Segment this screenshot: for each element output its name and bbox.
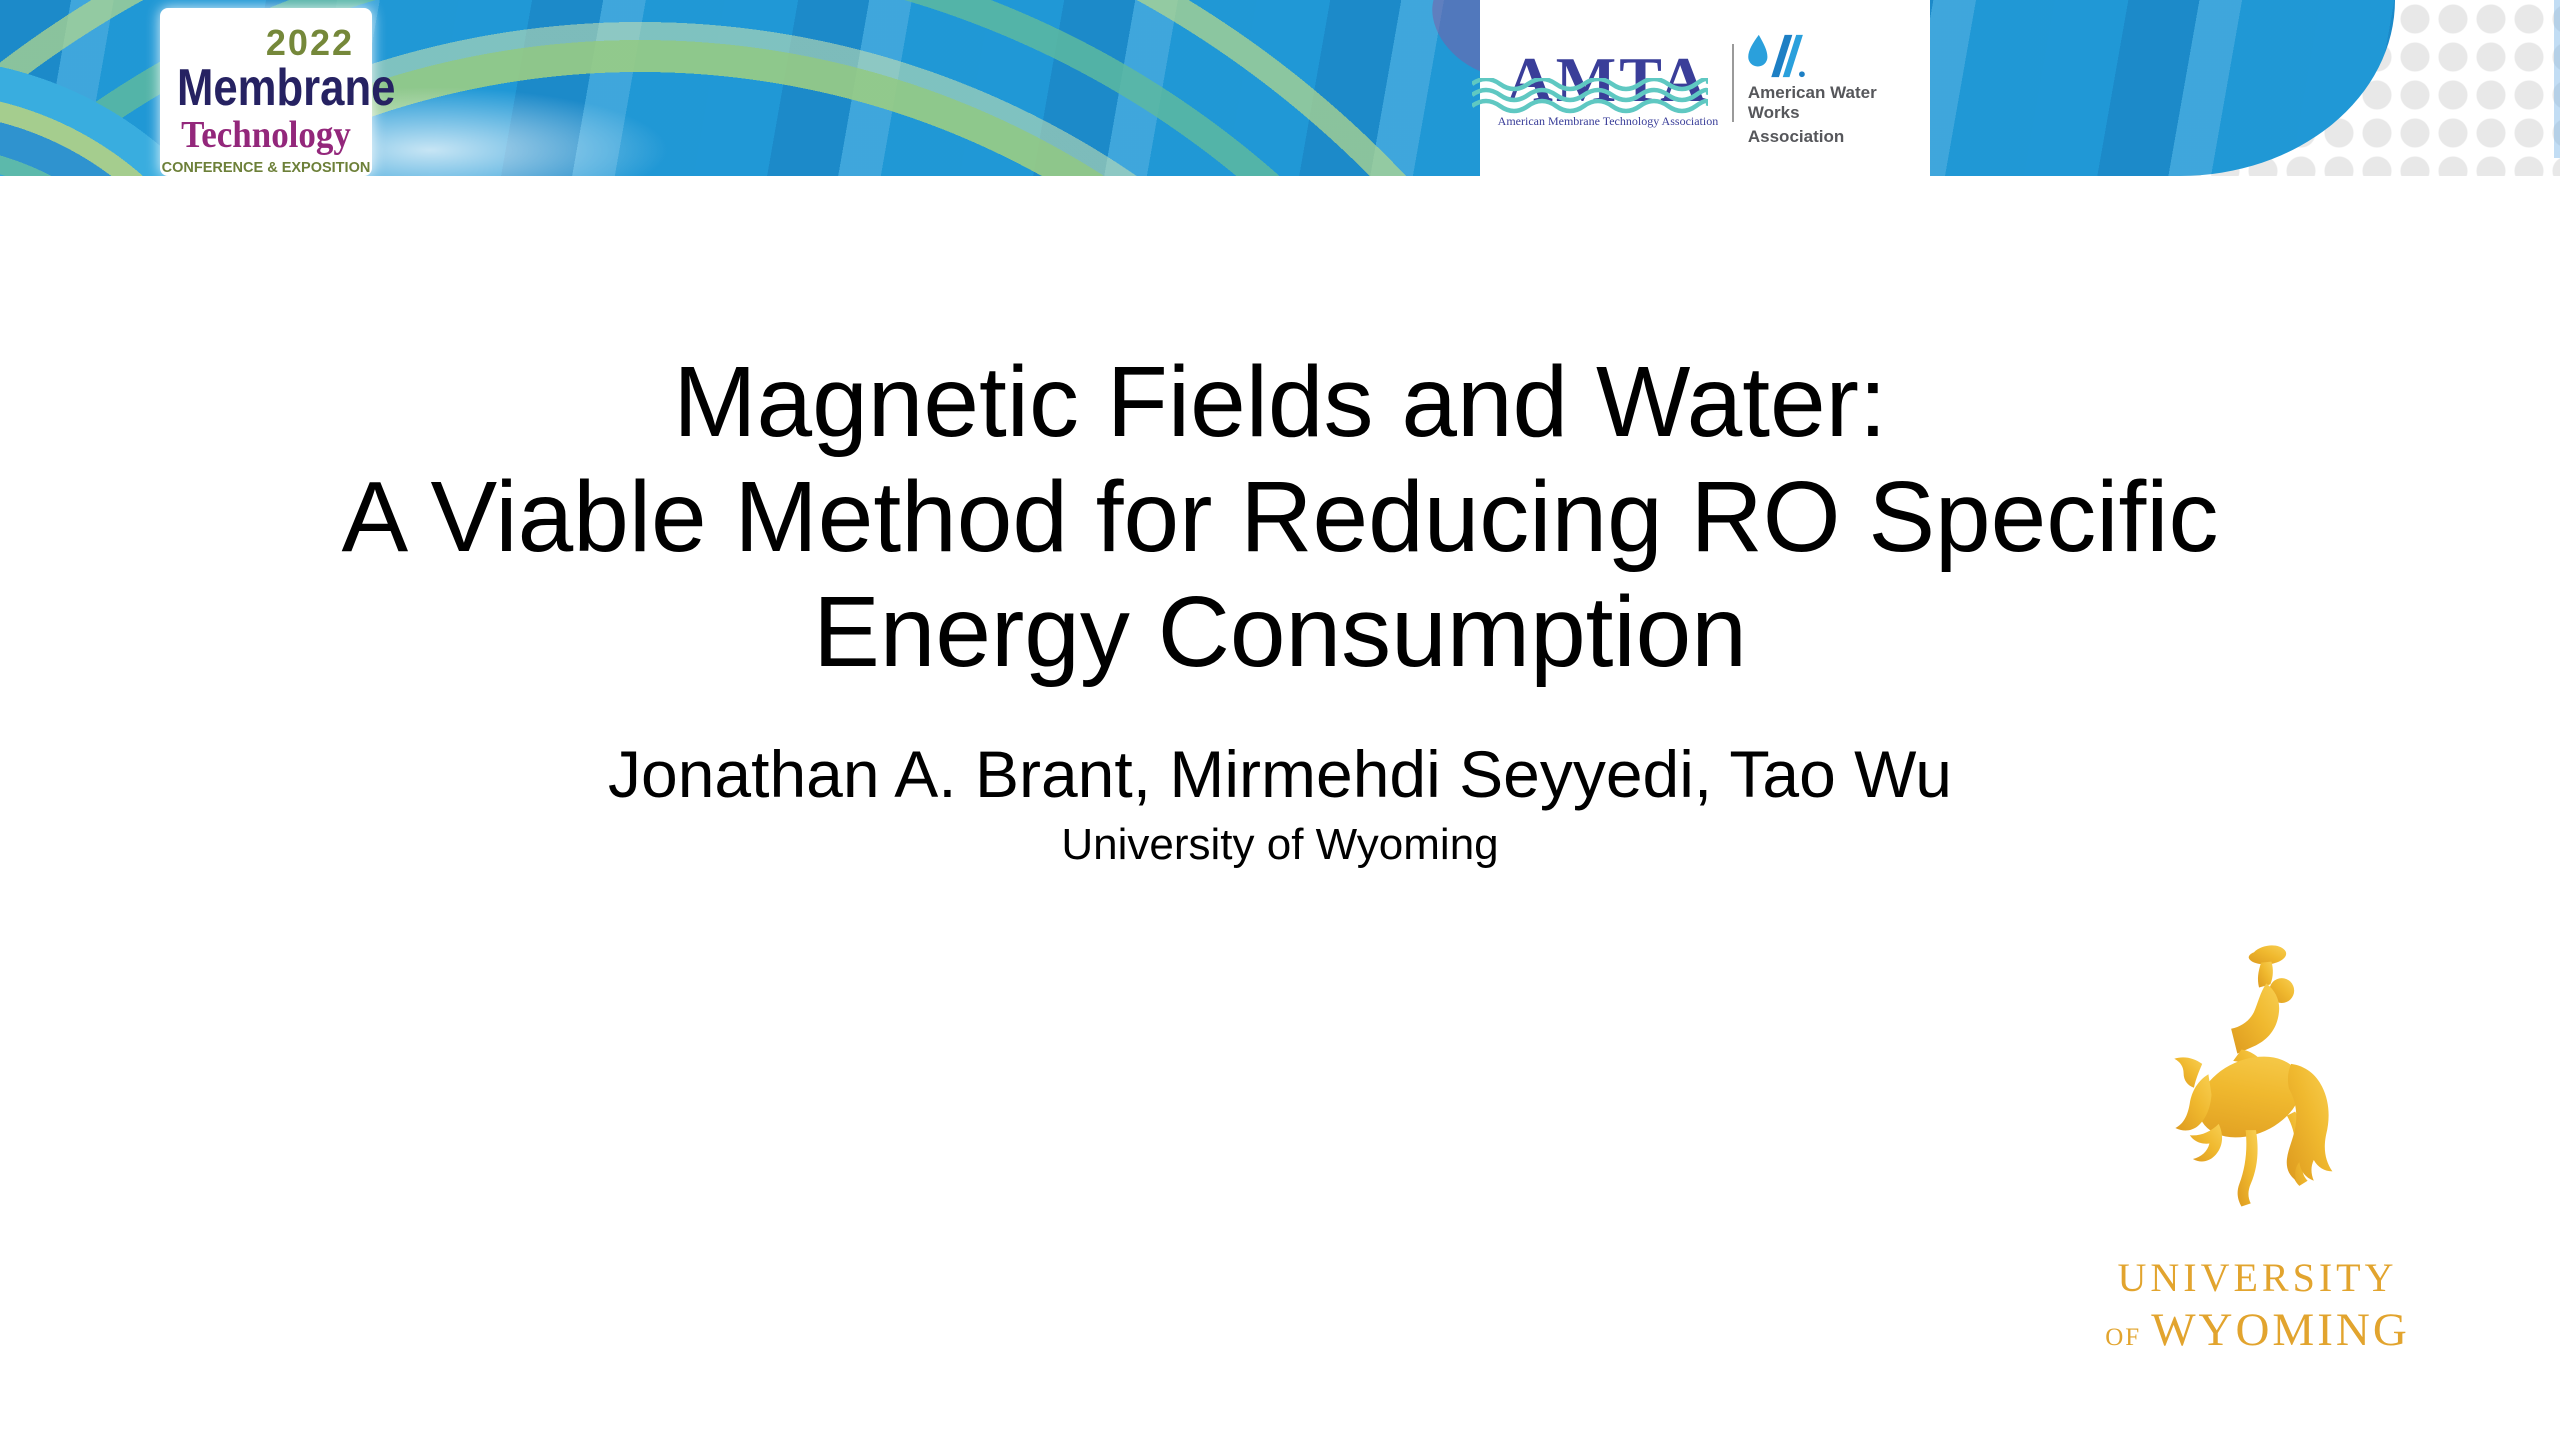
amta-caption: American Membrane Technology Association (1497, 113, 1719, 128)
authors-line: Jonathan A. Brant, Mirmehdi Seyyedi, Tao… (608, 737, 1952, 811)
conference-tagline: CONFERENCE & EXPOSITION (161, 160, 371, 176)
amta-wave-icon (1472, 77, 1708, 113)
header-banner: 2022 Membrane Technology CONFERENCE & EX… (0, 0, 2560, 176)
uw-wordmark-name: WYOMING (2151, 1304, 2410, 1356)
affiliation-line: University of Wyoming (1061, 820, 1499, 869)
amta-logo: AMTA American Membrane Technology Associ… (1472, 47, 1730, 129)
uw-wordmark-of: OF (2105, 1324, 2142, 1351)
awwa-logo: American Water Works Association (1748, 33, 1930, 147)
uw-bucking-horse-icon (2173, 945, 2332, 1207)
slide-title-line2: A Viable Method for Reducing RO Specific (341, 461, 2219, 573)
conference-name-line1: Membrane (176, 59, 396, 117)
conference-logo: 2022 Membrane Technology CONFERENCE & EX… (160, 8, 396, 176)
slide-title-line3: Energy Consumption (813, 576, 1747, 688)
uw-wordmark-line1: UNIVERSITY (2117, 1255, 2398, 1300)
uw-logo: UNIVERSITY OF WYOMING (2085, 942, 2430, 1382)
banner-edge-sliver (2554, 0, 2560, 158)
partner-logo-panel: AMTA American Membrane Technology Associ… (1472, 0, 1930, 176)
banner-art (0, 0, 2395, 176)
conference-year: 2022 (265, 22, 354, 63)
awwa-drop-icon (1748, 34, 1805, 78)
slide-title-line1: Magnetic Fields and Water: (673, 346, 1887, 458)
slide-title: Magnetic Fields and Water: A Viable Meth… (0, 345, 2560, 690)
conference-name-line2: Technology (181, 114, 351, 156)
uw-wordmark-line2: OF WYOMING (2085, 1303, 2430, 1357)
logo-divider (1731, 44, 1734, 122)
awwa-name-line1: American Water Works (1747, 82, 1877, 122)
awwa-name-line2: Association (1747, 127, 1845, 147)
